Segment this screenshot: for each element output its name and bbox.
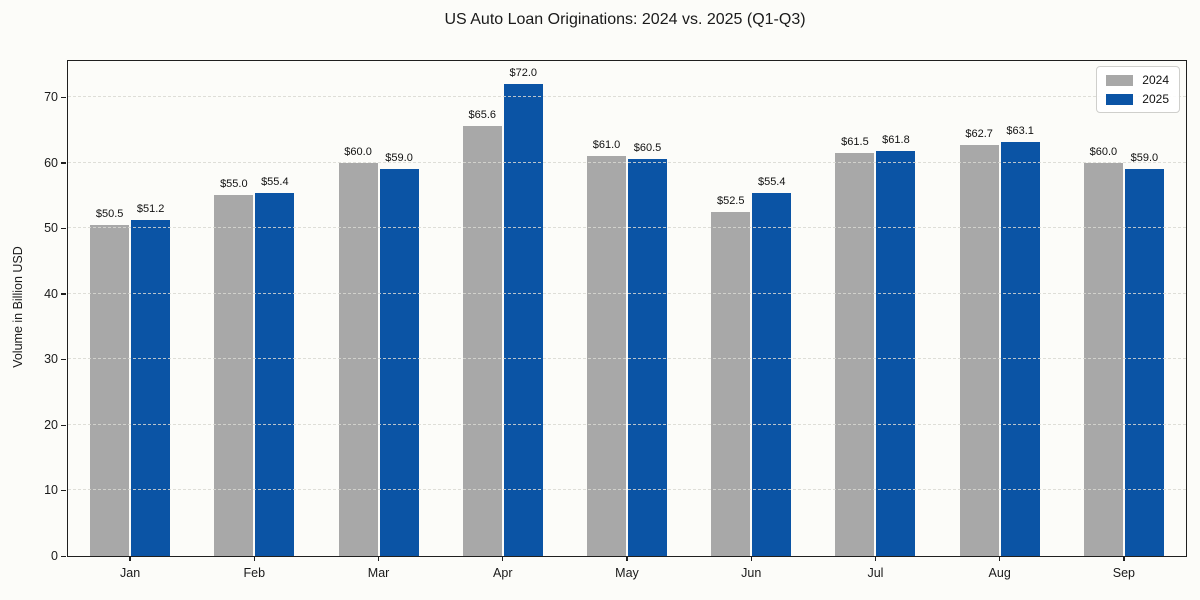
legend-label-2024: 2024: [1142, 73, 1169, 87]
y-tick-mark-30: [61, 359, 66, 361]
x-tick-label-sep: Sep: [1112, 566, 1135, 580]
bar-group-apr: $65.6 $72.0: [441, 61, 565, 556]
y-tick-label-20: 20: [44, 417, 58, 432]
y-tick-mark-20: [61, 424, 66, 426]
legend: 2024 2025: [1096, 66, 1180, 113]
bar-value-label-2025-jan: $51.2: [136, 203, 165, 216]
y-tick-label-50: 50: [44, 221, 58, 236]
bar-2024-aug: $62.7: [959, 128, 999, 556]
x-tick-mark-aug: [999, 556, 1001, 561]
y-tick-mark-40: [61, 293, 66, 295]
x-tick-mark-may: [626, 556, 628, 561]
bar-value-label-2024-may: $61.0: [592, 139, 621, 152]
x-tick-mark-apr: [502, 556, 504, 561]
gridline-y-40: [68, 292, 1186, 294]
y-tick-label-10: 10: [44, 483, 58, 498]
bar-2024-feb: $55.0: [214, 178, 254, 556]
x-tick-label-jul: Jul: [867, 566, 884, 580]
bar-group-feb: $55.0 $55.4: [192, 61, 316, 556]
y-tick-label-60: 60: [44, 155, 58, 170]
chart-title: US Auto Loan Originations: 2024 vs. 2025…: [444, 11, 806, 28]
bar-value-label-2024-sep: $60.0: [1089, 145, 1118, 158]
bar-value-label-2024-feb: $55.0: [220, 178, 248, 191]
x-tick-label-jun: Jun: [741, 566, 762, 580]
bar-group-jun: $52.5 $55.4: [689, 61, 813, 556]
y-tick-label-70: 70: [44, 90, 58, 105]
bar-2024-jul: $61.5: [835, 136, 875, 556]
legend-entry-2025: 2025: [1106, 92, 1169, 106]
x-tick-label-apr: Apr: [493, 566, 513, 580]
bar-group-mar: $60.0 $59.0: [316, 61, 440, 556]
x-tick-mark-feb: [253, 556, 255, 561]
legend-swatch-2025: [1106, 93, 1134, 105]
legend-entry-2024: 2024: [1106, 73, 1169, 87]
bar-2024-may: $61.0: [586, 139, 626, 556]
x-tick-label-aug: Aug: [988, 566, 1011, 580]
gridline-y-50: [68, 227, 1186, 229]
gridline-y-60: [68, 161, 1186, 163]
x-tick-label-may: May: [615, 566, 639, 580]
bar-group-jul: $61.5 $61.8: [813, 61, 937, 556]
bar-2025-jan: $51.2: [131, 203, 171, 556]
bar-value-label-2024-jun: $52.5: [716, 194, 745, 207]
bar-value-label-2024-jul: $61.5: [841, 135, 869, 148]
bar-value-label-2025-jul: $61.8: [882, 133, 910, 146]
gridline-y-30: [68, 358, 1186, 360]
bar-2024-apr: $65.6: [462, 109, 502, 556]
bar-2024-jan: $50.5: [90, 208, 130, 556]
x-tick-label-mar: Mar: [367, 566, 390, 580]
bar-2025-mar: $59.0: [379, 152, 419, 556]
bar-group-may: $61.0 $60.5: [565, 61, 689, 556]
y-tick-label-40: 40: [44, 286, 58, 301]
bar-2024-mar: $60.0: [338, 146, 378, 556]
bar-value-label-2024-aug: $62.7: [965, 127, 993, 140]
y-tick-mark-0: [61, 555, 66, 557]
bar-group-aug: $62.7 $63.1: [938, 61, 1062, 556]
x-tick-label-jan: Jan: [120, 566, 141, 580]
bar-value-label-2024-apr: $65.6: [468, 108, 497, 121]
bar-2024-sep: $60.0: [1083, 146, 1123, 556]
bar-value-label-2025-apr: $72.0: [509, 66, 538, 79]
bar-value-label-2025-mar: $59.0: [385, 152, 413, 165]
y-tick-mark-60: [61, 162, 66, 164]
bar-value-label-2025-jun: $55.4: [757, 175, 786, 188]
bar-2025-jul: $61.8: [876, 134, 916, 556]
y-tick-mark-10: [61, 490, 66, 492]
bar-2025-feb: $55.4: [255, 176, 295, 556]
x-tick-mark-jan: [129, 556, 131, 561]
x-tick-mark-jul: [874, 556, 877, 561]
bar-group-jan: $50.5 $51.2: [68, 61, 192, 556]
bar-value-label-2025-aug: $63.1: [1006, 125, 1034, 138]
y-axis-label: Volume in Billion USD: [11, 246, 25, 368]
bar-2025-jun: $55.4: [752, 176, 792, 556]
y-tick-label-0: 0: [51, 549, 58, 563]
bar-value-label-2024-jan: $50.5: [95, 207, 124, 220]
y-tick-mark-70: [61, 96, 66, 99]
gridline-y-20: [68, 423, 1186, 425]
bar-value-label-2025-may: $60.5: [633, 142, 662, 155]
bar-value-label-2025-feb: $55.4: [261, 175, 289, 188]
bar-2024-jun: $52.5: [711, 195, 751, 556]
y-tick-label-30: 30: [44, 352, 58, 367]
gridline-y-70: [68, 96, 1186, 98]
legend-swatch-2024: [1106, 74, 1134, 86]
bar-value-label-2025-sep: $59.0: [1130, 152, 1159, 165]
bar-2025-sep: $59.0: [1124, 152, 1164, 556]
x-tick-mark-sep: [1123, 556, 1125, 561]
bar-2025-apr: $72.0: [503, 67, 543, 556]
bar-2025-aug: $63.1: [1000, 125, 1040, 556]
legend-label-2025: 2025: [1142, 92, 1169, 106]
plot-area: 2024 2025 0 10 20 30 40 50 60 70 $50.5 $51.2 Jan $5…: [44, 60, 1187, 580]
gridline-y-10: [68, 489, 1186, 491]
x-tick-label-feb: Feb: [243, 566, 266, 580]
x-tick-mark-jun: [750, 556, 752, 561]
y-tick-mark-50: [61, 227, 66, 230]
x-tick-mark-mar: [377, 556, 380, 561]
bar-group-sep: $60.0 $59.0: [1062, 61, 1186, 556]
bar-value-label-2024-mar: $60.0: [344, 145, 372, 158]
